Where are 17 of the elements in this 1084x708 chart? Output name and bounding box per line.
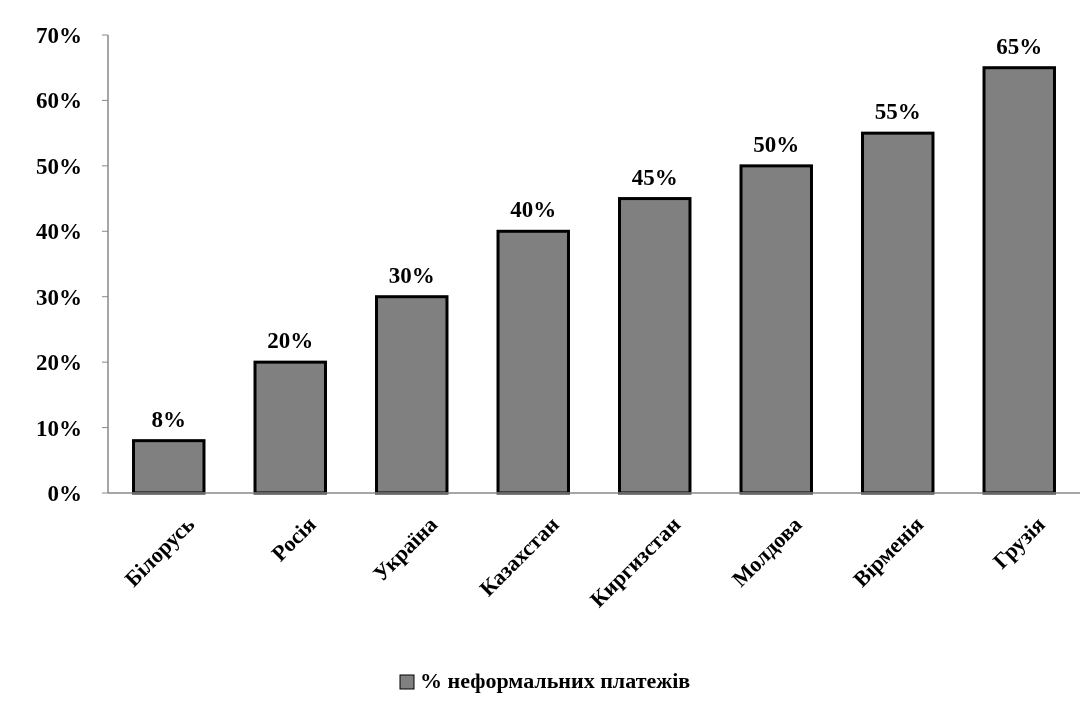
y-tick-label: 70% [36,23,82,49]
y-tick-label: 50% [36,153,82,179]
data-label: 65% [996,33,1043,59]
data-label: 50% [753,131,800,157]
y-tick-label: 0% [47,481,82,507]
y-tick-label: 10% [36,415,82,441]
data-label: 40% [510,197,557,223]
y-tick-label: 40% [36,219,82,245]
y-tick-label: 30% [36,284,82,310]
data-label: 55% [874,99,921,125]
data-label: 8% [151,406,186,432]
legend-label: % неформальних платежів [420,668,691,693]
y-tick-label: 60% [36,88,82,114]
y-tick-label: 20% [36,350,82,376]
data-label: 30% [388,262,435,288]
data-label: 45% [631,164,678,190]
data-label: 20% [267,328,314,354]
